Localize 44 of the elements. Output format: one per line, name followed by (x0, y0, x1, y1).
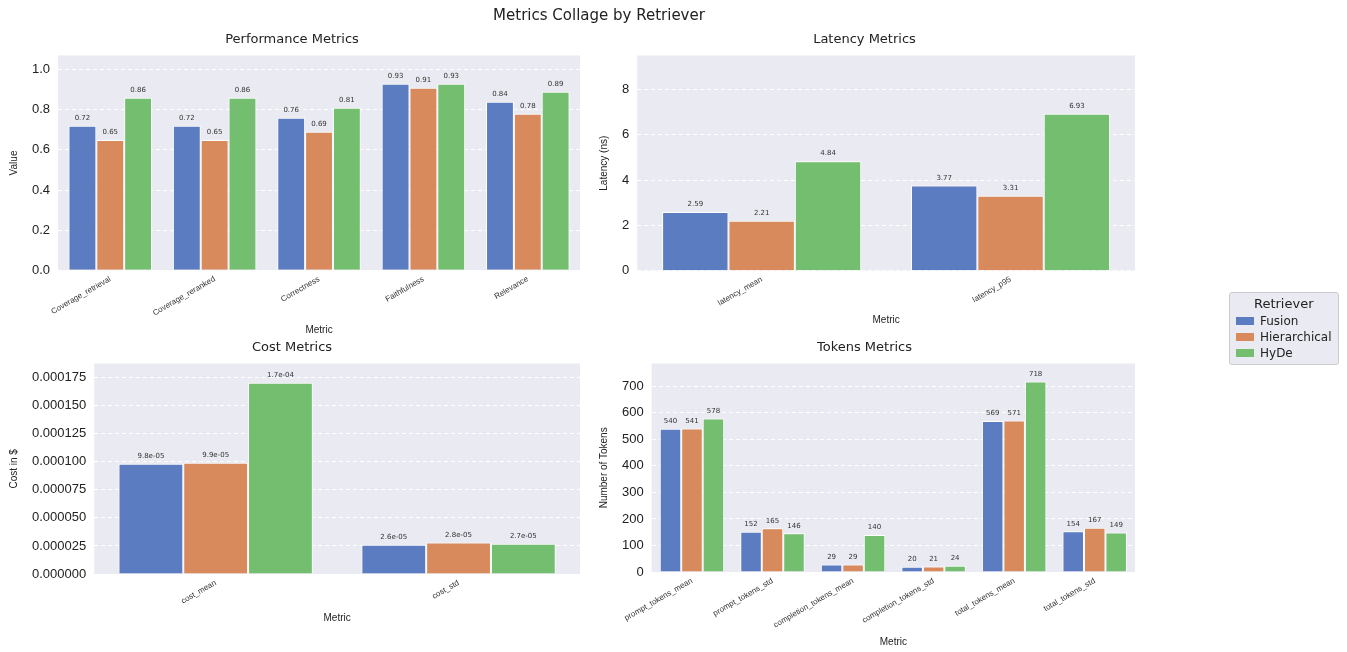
y-tick-label: 8 (622, 81, 630, 97)
y-axis-title: Cost in $ (7, 448, 19, 489)
y-tick-label: 2 (622, 217, 630, 233)
y-tick-label: 0.000025 (31, 537, 87, 553)
y-tick-label: 0.000150 (31, 396, 87, 412)
x-axis-title: Metric (879, 635, 907, 647)
y-tick-label: 500 (621, 430, 644, 446)
y-tick-label: 0.4 (31, 181, 51, 197)
y-tick-label: 0.2 (31, 221, 51, 237)
y-tick-label: 0.6 (31, 141, 51, 157)
y-tick-label: 0.000100 (31, 453, 87, 469)
y-tick-label: 0.8 (31, 101, 51, 117)
y-tick-label: 0.000125 (31, 424, 87, 440)
y-tick-label: 4 (622, 171, 630, 187)
y-tick-label: 200 (621, 510, 644, 526)
y-tick-label: 300 (621, 484, 644, 499)
y-tick-label: 0.000000 (31, 565, 87, 581)
x-axis-title: Metric (305, 323, 333, 335)
chart-title: Tokens Metrics (815, 339, 913, 355)
legend-label: Fusion (1260, 313, 1299, 329)
y-tick-label: 1.0 (31, 61, 51, 77)
chart-title: Latency Metrics (813, 31, 917, 47)
legend-label: HyDe (1260, 345, 1293, 361)
y-tick-label: 0 (636, 563, 644, 579)
legend-label: Hierarchical (1260, 329, 1332, 345)
chart-title: Cost Metrics (251, 339, 333, 355)
y-tick-label: 700 (621, 377, 644, 393)
y-axis-title: Value (7, 150, 19, 176)
y-tick-label: 0.000075 (31, 481, 87, 497)
y-tick-label: 0.000175 (31, 368, 87, 384)
y-tick-label: 0.000050 (31, 509, 87, 525)
y-tick-label: 400 (621, 457, 644, 473)
y-tick-label: 100 (621, 537, 644, 553)
y-tick-label: 6 (622, 126, 630, 142)
x-axis-title: Metric (872, 313, 900, 325)
y-axis-title: Latency (ns) (597, 135, 609, 191)
text: Metrics Collage by Retriever (492, 6, 706, 24)
y-axis-title: Number of Tokens (597, 427, 609, 509)
y-tick-label: 0 (622, 262, 630, 278)
x-axis-title: Metric (323, 611, 351, 623)
y-tick-label: 0.0 (31, 261, 51, 277)
chart-title: Performance Metrics (225, 31, 360, 47)
y-tick-label: 600 (621, 404, 644, 420)
legend-title: Retriever (1253, 296, 1315, 311)
